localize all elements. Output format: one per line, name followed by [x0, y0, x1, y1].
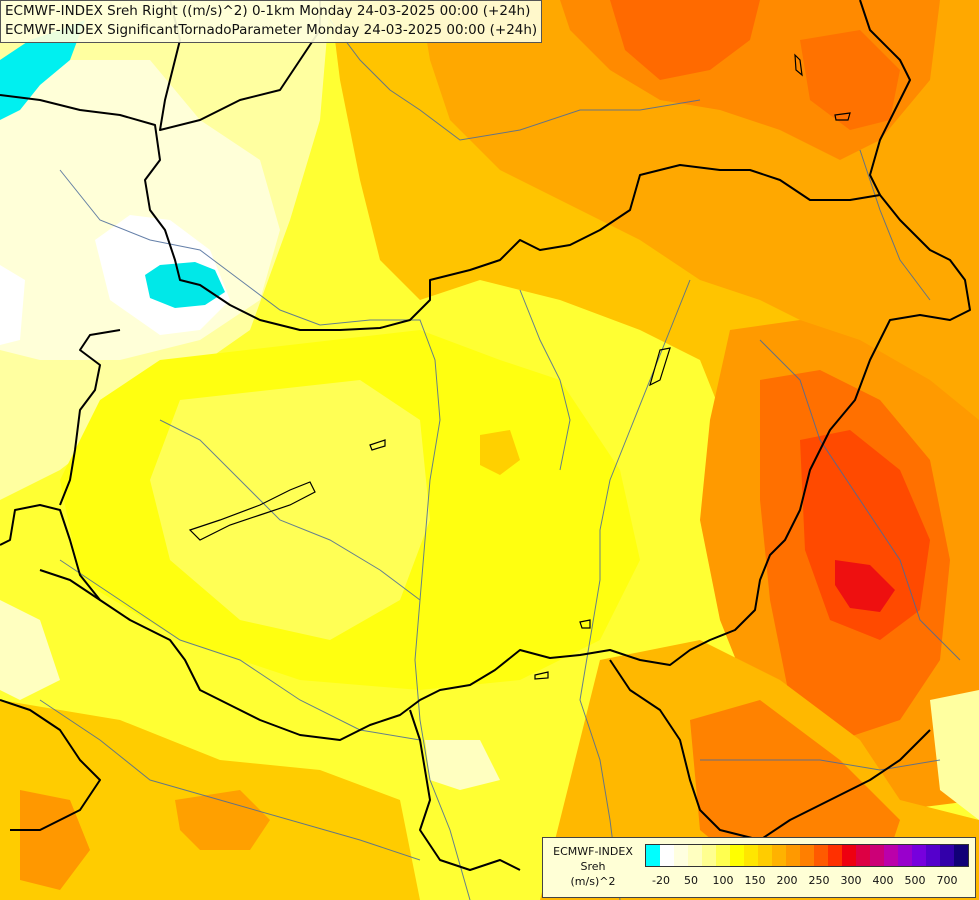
border-west-2 — [39, 569, 101, 601]
legend-swatch — [674, 845, 688, 866]
lake-small-east — [649, 347, 671, 387]
border-south — [409, 709, 521, 871]
lake-balaton — [188, 481, 316, 541]
legend-tick-label: 50 — [684, 874, 698, 887]
legend-tick-label: 400 — [872, 874, 894, 887]
legend-swatches — [645, 844, 969, 867]
lake-small-center — [369, 439, 386, 451]
river-northwest — [59, 169, 321, 326]
country-borders — [0, 0, 971, 871]
river-drava — [39, 699, 421, 861]
legend-swatch — [842, 845, 856, 866]
legend-swatch — [800, 845, 814, 866]
legend-tick-label: 300 — [840, 874, 862, 887]
legend-swatch — [856, 845, 870, 866]
border-northwest — [0, 94, 971, 741]
river-central — [519, 289, 571, 471]
cyan-blob-center — [145, 262, 225, 308]
legend-swatch — [912, 845, 926, 866]
border-far-south — [0, 699, 101, 831]
legend-tick-label: -20 — [652, 874, 670, 887]
cyan-blob-northwest — [0, 20, 85, 120]
legend-swatch — [870, 845, 884, 866]
legend-swatch — [814, 845, 828, 866]
legend-swatch — [772, 845, 786, 866]
legend-swatch — [660, 845, 674, 866]
deep-red-east — [835, 560, 895, 612]
color-legend: ECMWF-INDEX Sreh (m/s)^2 -20 50 100 150 200 2… — [542, 837, 976, 898]
legend-swatch — [954, 845, 968, 866]
legend-swatch — [884, 845, 898, 866]
river-east — [759, 339, 961, 661]
legend-tick-label: 700 — [936, 874, 958, 887]
lake-small-south — [579, 619, 591, 629]
legend-unit: (m/s)^2 — [570, 875, 616, 888]
legend-swatch — [744, 845, 758, 866]
river-danube — [319, 319, 471, 900]
red-orange-north — [610, 0, 760, 80]
lake-small-north — [794, 53, 803, 77]
lakes — [188, 53, 851, 680]
border-west — [59, 329, 121, 506]
light-yellow-center — [150, 380, 430, 640]
legend-swatch — [730, 845, 744, 866]
orange-patch-northeast — [800, 30, 900, 130]
border-north-east — [859, 0, 911, 196]
pale-patch-west — [0, 600, 60, 700]
rivers — [39, 19, 961, 900]
legend-swatch — [898, 845, 912, 866]
legend-swatch — [688, 845, 702, 866]
red-east — [800, 430, 930, 640]
legend-title: ECMWF-INDEX — [553, 845, 633, 858]
river-north — [329, 19, 701, 141]
legend-swatch — [702, 845, 716, 866]
legend-tick-label: 100 — [712, 874, 734, 887]
border-south-east — [609, 659, 931, 841]
legend-swatch — [646, 845, 660, 866]
dark-orange-southwest-1 — [20, 790, 90, 890]
map-title-box: ECMWF-INDEX Sreh Right ((m/s)^2) 0-1km M… — [0, 0, 543, 43]
orange-patch-center — [480, 430, 520, 475]
legend-variable: Sreh — [580, 860, 606, 873]
legend-swatch — [758, 845, 772, 866]
title-line-2: ECMWF-INDEX SignificantTornadoParameter … — [5, 22, 538, 38]
lake-small-southsouth — [534, 671, 549, 680]
pale-patch-south — [425, 740, 500, 790]
legend-swatch — [716, 845, 730, 866]
legend-tick-label: 250 — [808, 874, 830, 887]
river-west — [159, 419, 421, 601]
legend-tick-label: 500 — [904, 874, 926, 887]
title-line-1: ECMWF-INDEX Sreh Right ((m/s)^2) 0-1km M… — [5, 3, 531, 19]
river-southeast — [700, 759, 941, 771]
legend-label: ECMWF-INDEX Sreh (m/s)^2 — [547, 844, 639, 889]
legend-tick-label: 200 — [776, 874, 798, 887]
legend-swatch — [940, 845, 954, 866]
legend-swatch — [926, 845, 940, 866]
pale-patch-southeast — [930, 690, 979, 820]
legend-ticks: -20 50 100 150 200 250 300 400 500 700 — [645, 874, 975, 890]
dark-orange-southwest-2 — [175, 790, 270, 850]
lake-small-northeast — [834, 112, 851, 121]
white-region-west — [0, 265, 25, 345]
legend-tick-label: 150 — [744, 874, 766, 887]
legend-swatch — [828, 845, 842, 866]
river-north-east — [859, 149, 931, 301]
legend-swatch — [786, 845, 800, 866]
border-north-segment — [159, 0, 321, 131]
